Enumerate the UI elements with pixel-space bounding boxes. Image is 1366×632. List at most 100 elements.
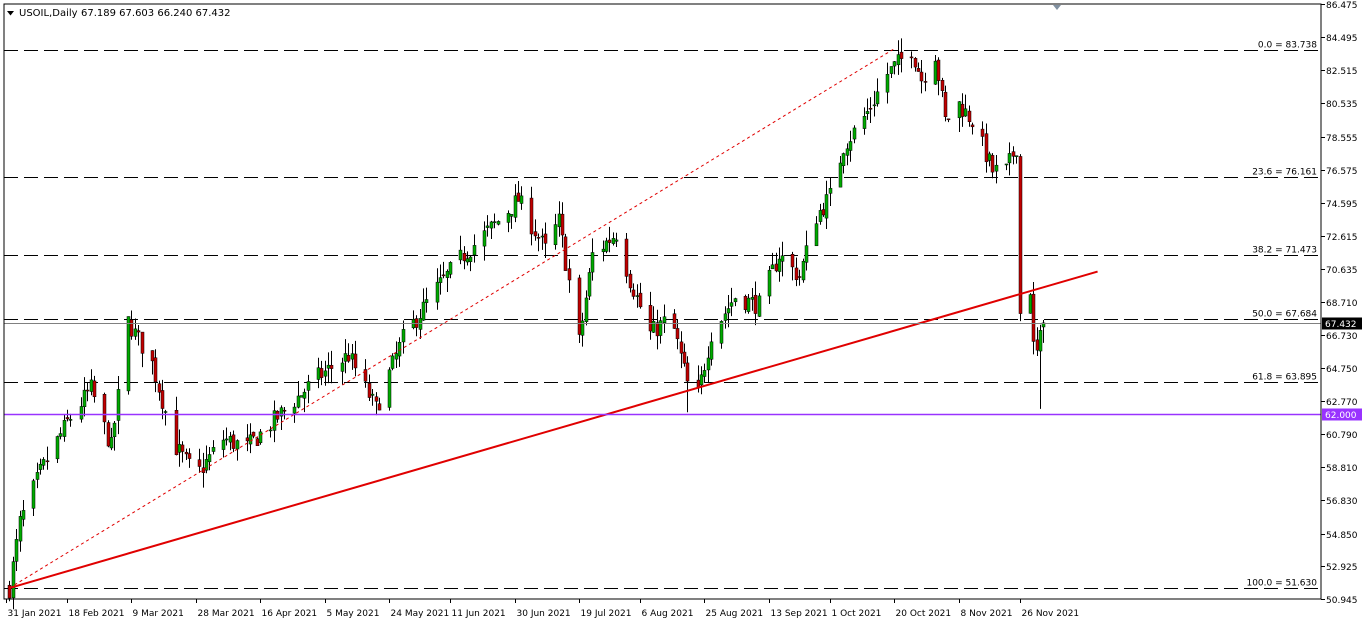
bull-candle: [750, 297, 755, 300]
bull-candle: [340, 362, 345, 372]
bull-candle: [892, 61, 897, 67]
bear-candle: [197, 459, 202, 467]
bear-candle: [685, 362, 690, 382]
bull-candle: [651, 321, 656, 333]
bull-candle: [228, 436, 233, 443]
bull-candle: [1004, 163, 1009, 166]
symbol-label: USOIL,Daily: [19, 8, 78, 19]
bull-candle: [699, 374, 704, 386]
bull-candle: [506, 213, 511, 223]
bull-candle: [862, 116, 867, 129]
bear-candle: [251, 431, 256, 437]
bull-candle: [116, 389, 121, 421]
drawn-lines[interactable]: 62.000 67.432: [4, 48, 1362, 589]
bear-candle: [201, 467, 206, 473]
bear-candle: [102, 393, 107, 423]
bull-candle: [601, 248, 606, 253]
bear-candle: [363, 369, 368, 382]
bear-candle: [774, 263, 779, 272]
fib-level-label: 50.0 = 67.684: [1252, 310, 1317, 320]
bull-candle: [79, 406, 84, 420]
y-tick-label: 80.535: [1326, 100, 1358, 110]
bull-candle: [207, 454, 212, 463]
bull-candle: [801, 261, 806, 281]
bull-candle: [777, 258, 782, 272]
triangle-down-icon[interactable]: [7, 11, 14, 16]
bear-candle: [821, 209, 826, 216]
bull-candle: [726, 308, 731, 314]
y-tick-label: 86.475: [1326, 1, 1358, 11]
bull-candle: [848, 141, 853, 151]
fibonacci-levels[interactable]: 0.0 = 83.738 23.6 = 76.161 38.2 = 71.473 50…: [4, 41, 1321, 589]
bull-candle: [458, 249, 463, 261]
bull-candle: [706, 357, 711, 371]
bull-candle: [272, 410, 277, 431]
horizontal-line-price-tag: [1322, 408, 1362, 421]
bear-candle: [916, 68, 921, 72]
bear-candle: [45, 460, 50, 463]
bull-candle: [421, 301, 426, 321]
bull-candle: [211, 447, 216, 452]
bear-candle: [797, 276, 802, 278]
bear-candle: [607, 239, 612, 243]
bear-candle: [980, 128, 985, 137]
bear-candle: [563, 236, 568, 271]
bull-candle: [604, 240, 609, 252]
bear-candle: [743, 296, 748, 310]
bear-candle: [245, 437, 250, 442]
bull-candle: [316, 367, 321, 380]
bull-candle: [109, 437, 114, 449]
bear-candle: [533, 231, 538, 237]
x-tick-label: 28 Mar 2021: [198, 609, 255, 619]
bull-candle: [445, 271, 450, 278]
bull-candle: [112, 422, 117, 438]
chart-shift-icon: [1053, 5, 1061, 10]
bull-candle: [635, 295, 640, 297]
x-tick-label: 8 Nov 2021: [961, 609, 1013, 619]
bull-candle: [38, 463, 43, 470]
x-tick-label: 24 May 2021: [391, 609, 450, 619]
bull-candle: [126, 316, 131, 392]
bull-candle: [306, 381, 311, 391]
x-tick-label: 9 Mar 2021: [133, 609, 184, 619]
bear-candle: [909, 56, 914, 59]
bull-candle: [489, 221, 494, 229]
bull-candle: [326, 364, 331, 369]
bull-candle: [448, 262, 453, 275]
bull-candle: [350, 353, 355, 360]
bull-candle: [68, 419, 73, 421]
bear-candle: [675, 328, 680, 340]
bear-candle: [899, 51, 904, 59]
bull-candle: [485, 225, 490, 228]
bull-candle: [343, 353, 348, 362]
y-tick-label: 76.575: [1326, 167, 1358, 177]
bull-candle: [235, 440, 240, 450]
bear-candle: [1035, 339, 1040, 351]
bull-candle: [438, 277, 443, 283]
x-tick-label: 1 Oct 2021: [832, 609, 882, 619]
bull-candle: [729, 302, 734, 307]
bear-candle: [129, 319, 134, 337]
bull-candle: [62, 420, 67, 437]
bull-candle: [58, 433, 63, 437]
bull-candle: [994, 164, 999, 172]
bull-candle: [1014, 155, 1019, 157]
bear-candle: [940, 79, 945, 91]
x-tick-label: 18 Feb 2021: [69, 609, 125, 619]
bull-candle: [780, 255, 785, 262]
bull-candle: [221, 439, 226, 450]
y-tick-label: 50.945: [1326, 596, 1358, 606]
bear-candle: [753, 294, 758, 314]
bull-candle: [1041, 322, 1046, 328]
bull-candle: [435, 281, 440, 303]
bull-candle: [472, 245, 477, 256]
fib-level-label: 100.0 = 51.630: [1246, 579, 1317, 589]
bull-candle: [509, 214, 514, 217]
bull-candle: [662, 316, 667, 323]
bull-candle: [852, 127, 857, 140]
bull-candle: [865, 111, 870, 114]
bull-candle: [492, 221, 497, 223]
